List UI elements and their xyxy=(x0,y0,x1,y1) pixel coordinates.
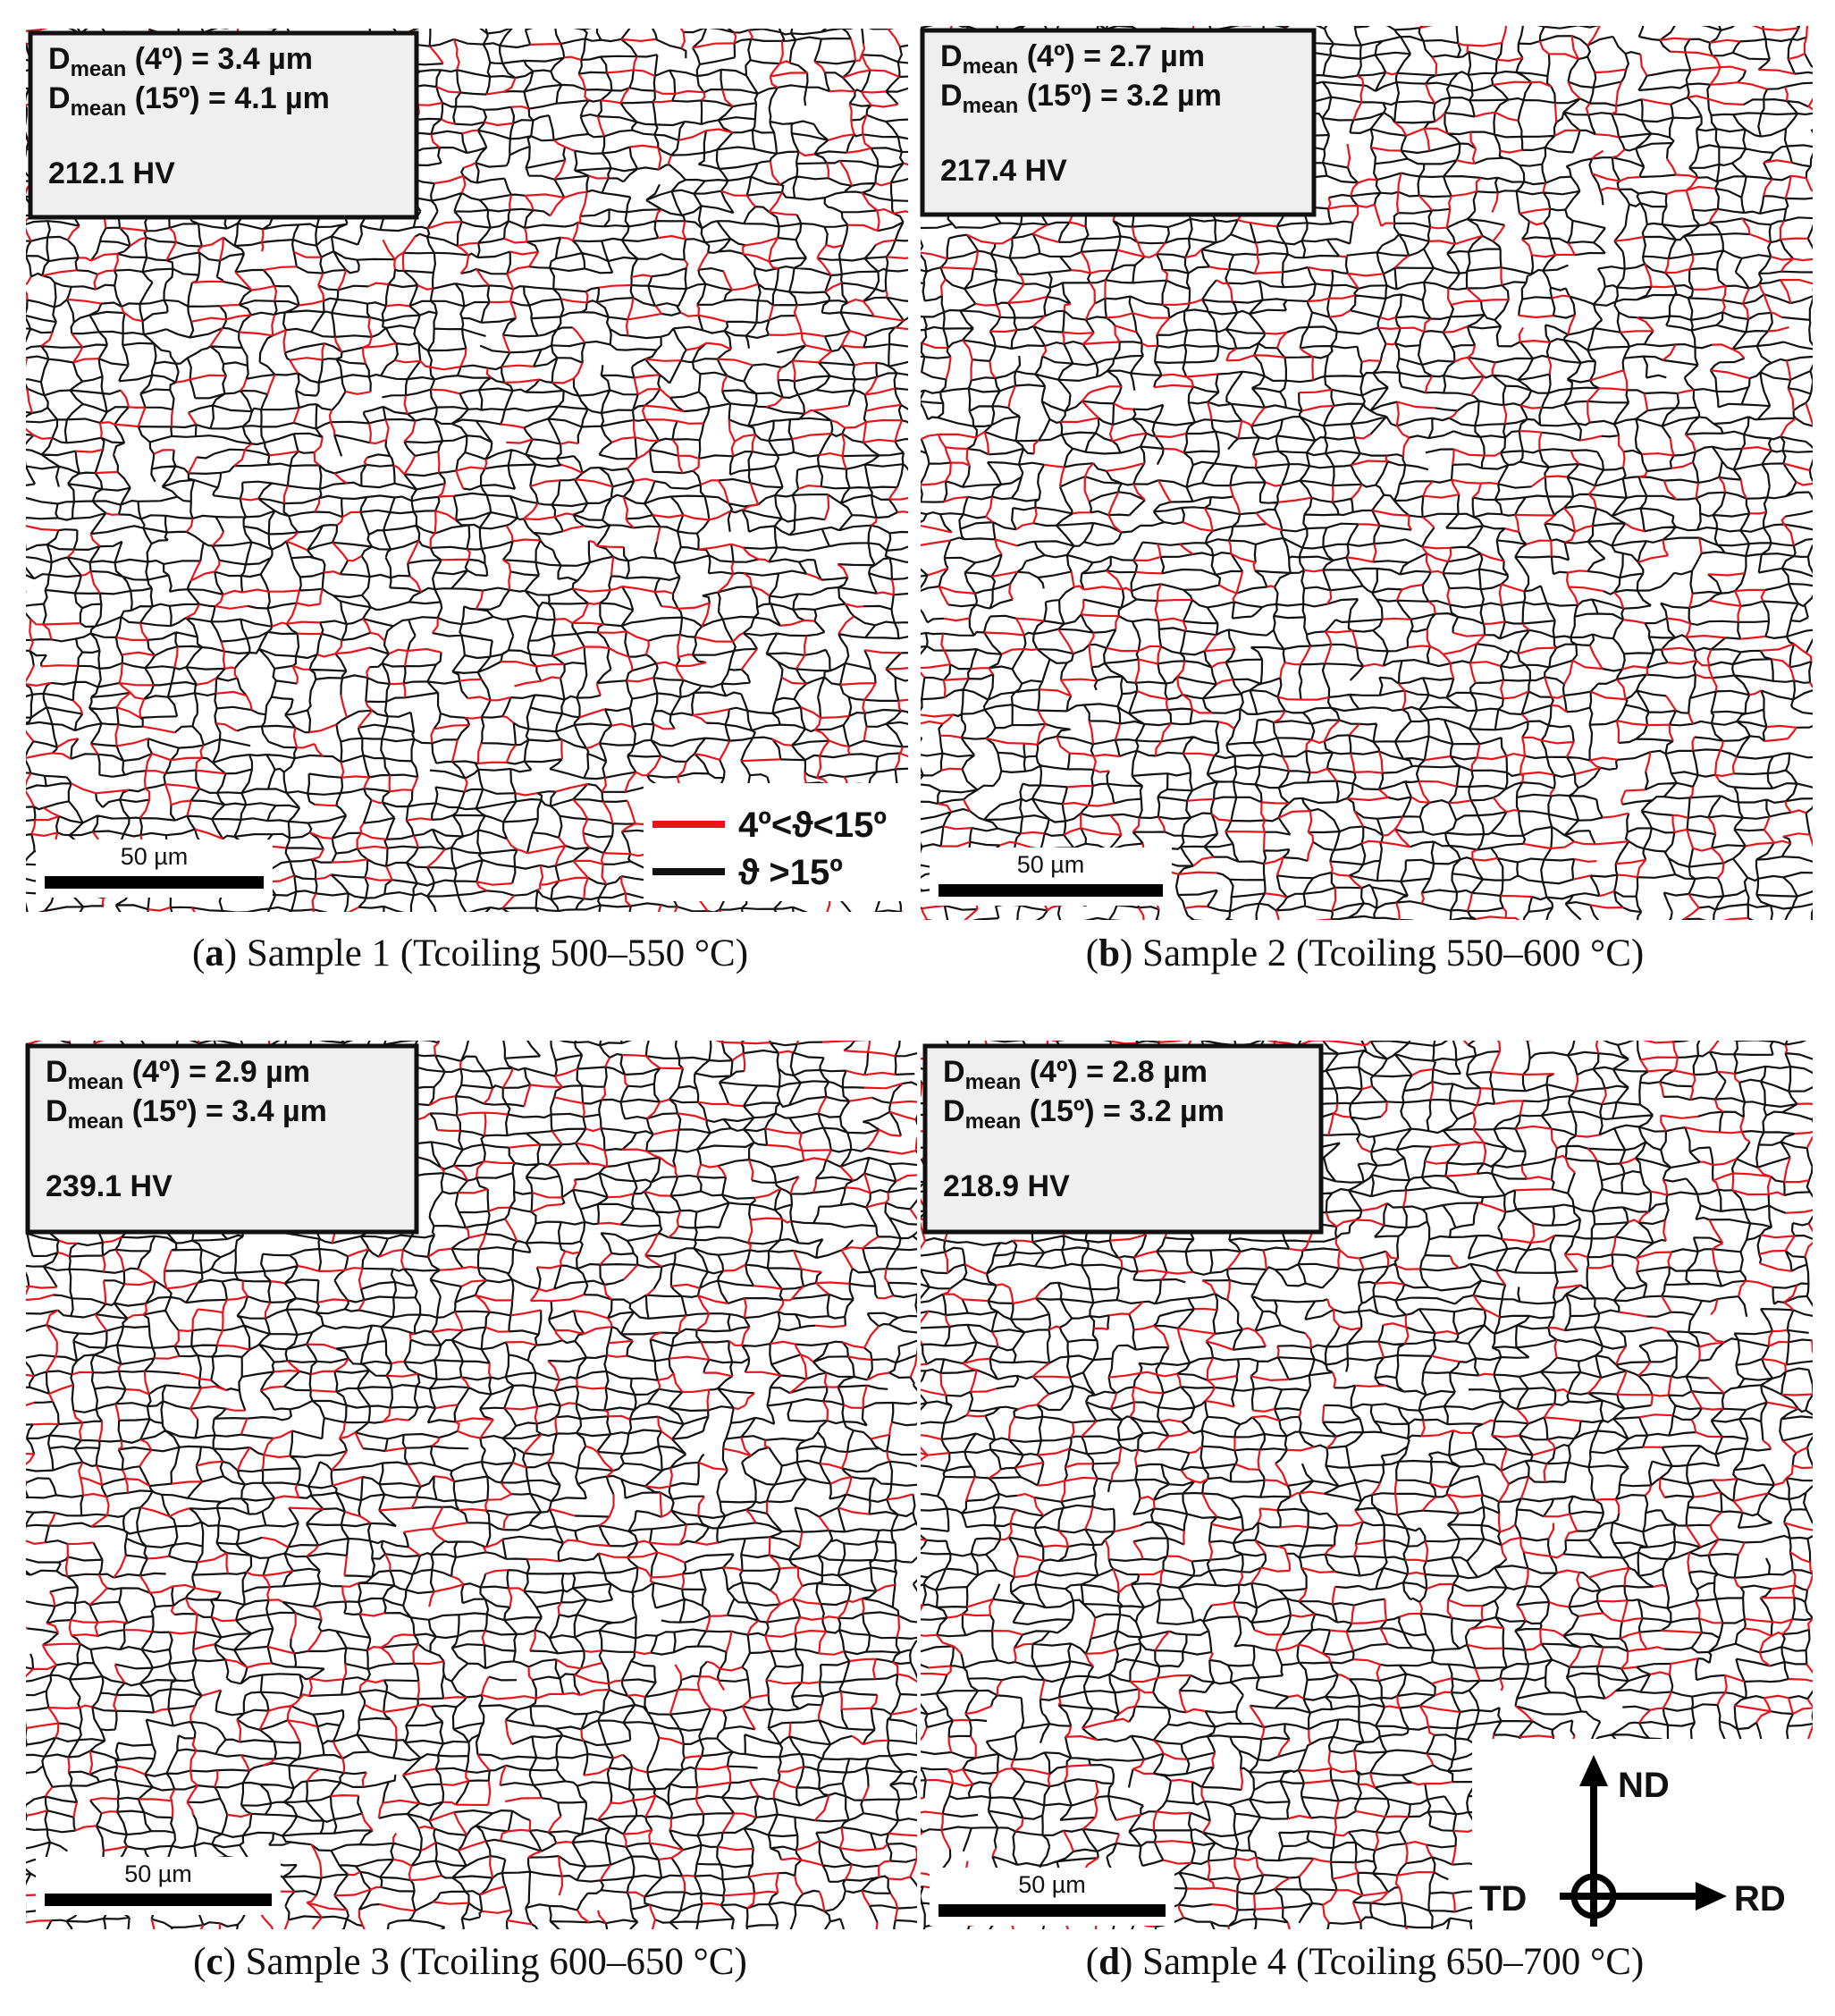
subscript: mean xyxy=(71,57,127,81)
caption: (d) Sample 4 (Tcoiling 650–700 °C) xyxy=(1086,1941,1645,1983)
grain-size: Dmean (4º) = 2.9 µm xyxy=(46,1055,310,1094)
axis-td: TD xyxy=(1479,1879,1527,1919)
hardness: 212.1 HV xyxy=(48,156,175,190)
scale-bar-label: 50 µm xyxy=(124,1860,192,1887)
caption-letter: c xyxy=(206,1941,223,1983)
symbol: D xyxy=(940,39,963,73)
subscript: mean xyxy=(963,55,1019,79)
legend-high: ϑ >15º xyxy=(738,853,843,892)
legend-low: 4º<ϑ<15º xyxy=(738,806,887,845)
scale-bar xyxy=(45,1894,272,1906)
caption-open: ( xyxy=(192,932,205,974)
grain-size-value: (4º) = 2.8 µm xyxy=(1021,1055,1208,1089)
subscript: mean xyxy=(68,1109,124,1134)
grain-size-value: (15º) = 4.1 µm xyxy=(126,81,330,115)
nd-head xyxy=(1579,1755,1608,1786)
subscript: mean xyxy=(965,1109,1022,1134)
rd-head xyxy=(1696,1882,1727,1911)
grain-size-value: (15º) = 3.4 µm xyxy=(123,1094,327,1128)
symbol: D xyxy=(48,81,71,115)
caption-text: ) Sample 3 (Tcoiling 600–650 °C) xyxy=(223,1941,747,1983)
caption-open: ( xyxy=(193,1941,206,1983)
grain-size: Dmean (15º) = 4.1 µm xyxy=(48,81,330,121)
grain-size: Dmean (4º) = 3.4 µm xyxy=(48,42,313,81)
hardness: 239.1 HV xyxy=(46,1169,173,1203)
legend-box xyxy=(644,783,908,901)
grain-size-value: (4º) = 2.7 µm xyxy=(1018,39,1205,73)
caption-open: ( xyxy=(1086,932,1098,974)
hardness: 217.4 HV xyxy=(940,154,1067,188)
scale-bar xyxy=(939,1904,1166,1917)
subscript: mean xyxy=(71,97,127,121)
axis-nd: ND xyxy=(1618,1766,1670,1805)
caption-text: ) Sample 1 (Tcoiling 500–550 °C) xyxy=(224,932,748,974)
scale-bar xyxy=(939,884,1163,897)
low-angle-boundaries xyxy=(921,26,1813,920)
subscript: mean xyxy=(68,1070,124,1094)
caption-letter: a xyxy=(205,932,224,974)
subscript: mean xyxy=(963,94,1019,118)
info-box xyxy=(920,28,1317,217)
grain-size: Dmean (15º) = 3.2 µm xyxy=(943,1094,1225,1134)
symbol: D xyxy=(46,1055,68,1089)
symbol: D xyxy=(943,1055,965,1089)
grain-size: Dmean (4º) = 2.8 µm xyxy=(943,1055,1208,1094)
low-angle-boundaries xyxy=(26,29,908,912)
scale-bar-label: 50 µm xyxy=(121,843,189,870)
grain-size-value: (4º) = 2.9 µm xyxy=(123,1055,310,1089)
grain-size: Dmean (15º) = 3.4 µm xyxy=(46,1094,327,1134)
caption: (c) Sample 3 (Tcoiling 600–650 °C) xyxy=(193,1941,747,1983)
info-box xyxy=(25,1043,419,1235)
caption-text: ) Sample 4 (Tcoiling 650–700 °C) xyxy=(1120,1941,1644,1983)
grain-size-value: (15º) = 3.2 µm xyxy=(1018,79,1222,113)
grain-size: Dmean (4º) = 2.7 µm xyxy=(940,39,1205,79)
scale-bar xyxy=(45,876,264,889)
caption-letter: b xyxy=(1098,932,1120,974)
caption: (b) Sample 2 (Tcoiling 550–600 °C) xyxy=(1086,932,1645,974)
caption-text: ) Sample 2 (Tcoiling 550–600 °C) xyxy=(1120,932,1644,974)
scale-bar-label: 50 µm xyxy=(1018,1871,1086,1898)
symbol: D xyxy=(940,79,963,113)
grain-size-value: (4º) = 3.4 µm xyxy=(126,42,313,76)
info-box xyxy=(28,30,419,220)
symbol: D xyxy=(943,1094,965,1128)
info-box xyxy=(922,1043,1324,1235)
hardness: 218.9 HV xyxy=(943,1169,1070,1203)
symbol: D xyxy=(46,1094,68,1128)
scale-bar-label: 50 µm xyxy=(1017,851,1085,878)
high-angle-boundaries xyxy=(921,26,1813,920)
low-angle-boundaries xyxy=(26,1041,917,1929)
axis-rd: RD xyxy=(1734,1879,1786,1919)
caption-open: ( xyxy=(1086,1941,1098,1983)
caption: (a) Sample 1 (Tcoiling 500–550 °C) xyxy=(192,932,748,974)
grain-size: Dmean (15º) = 3.2 µm xyxy=(940,79,1222,118)
subscript: mean xyxy=(965,1070,1022,1094)
grain-size-value: (15º) = 3.2 µm xyxy=(1021,1094,1225,1128)
td-symbol xyxy=(1570,1873,1617,1919)
symbol: D xyxy=(48,42,71,76)
caption-letter: d xyxy=(1098,1941,1120,1983)
